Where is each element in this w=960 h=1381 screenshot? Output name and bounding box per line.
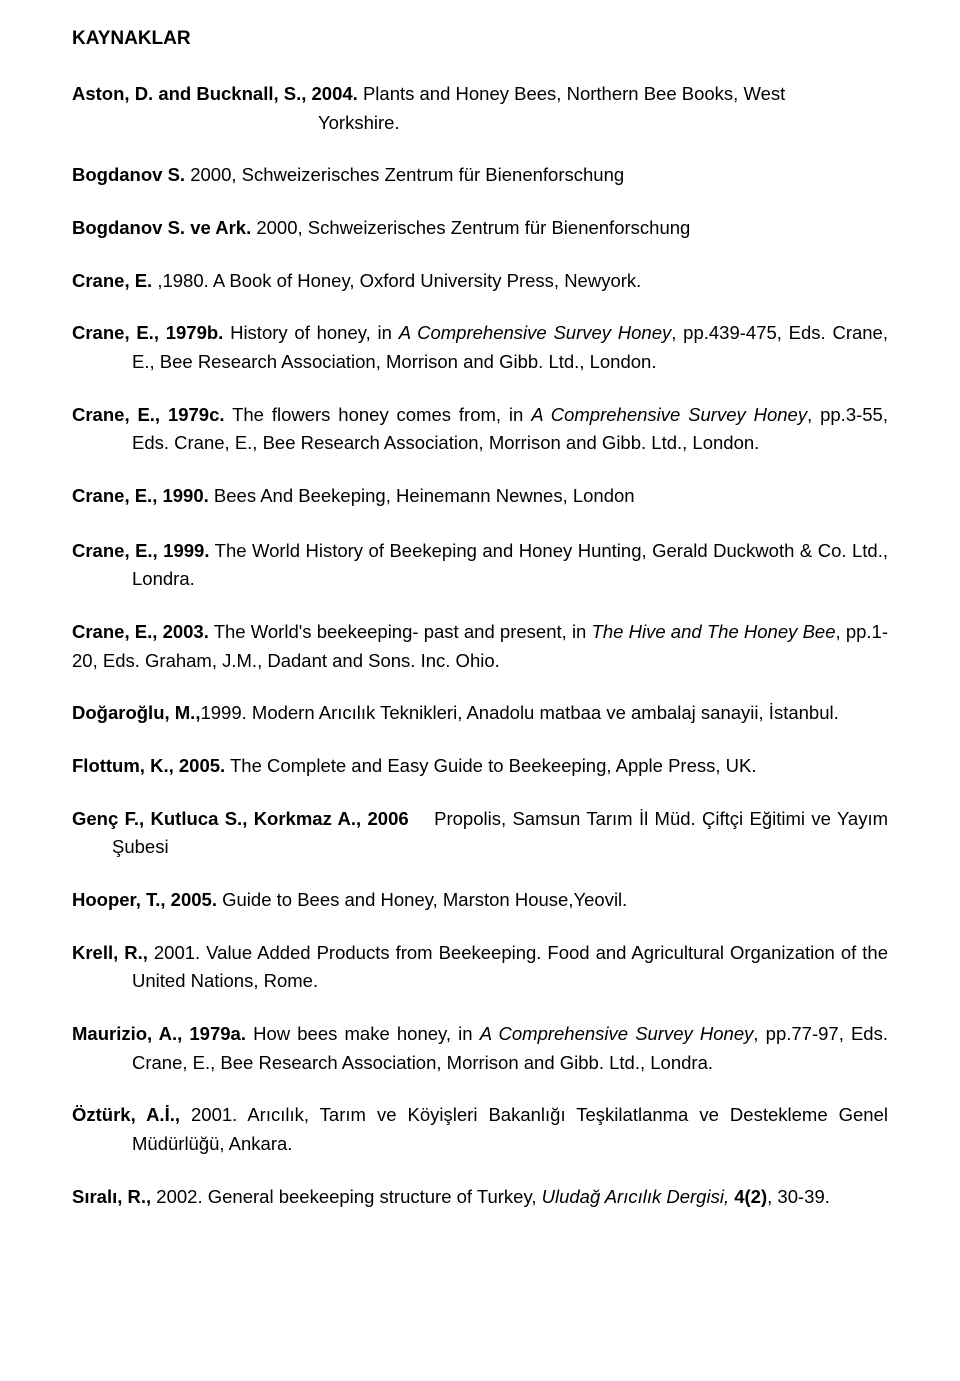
reference-entry: Crane, E., 1979b. History of honey, in A… [72, 319, 888, 376]
reference-entry: Doğaroğlu, M.,1999. Modern Arıcılık Tekn… [72, 699, 888, 728]
reference-entry: Maurizio, A., 1979a. How bees make honey… [72, 1020, 888, 1077]
reference-entry: Aston, D. and Bucknall, S., 2004. Plants… [72, 80, 888, 109]
reference-entry: Yorkshire. [72, 109, 888, 138]
reference-entry: Öztürk, A.İ., 2001. Arıcılık, Tarım ve K… [72, 1101, 888, 1158]
reference-entry: Flottum, K., 2005. The Complete and Easy… [72, 752, 888, 781]
reference-entry: Hooper, T., 2005. Guide to Bees and Hone… [72, 886, 888, 915]
references-list: Aston, D. and Bucknall, S., 2004. Plants… [72, 80, 888, 1211]
reference-entry: Crane, E., 2003. The World's beekeeping-… [72, 618, 888, 675]
reference-entry: Sıralı, R., 2002. General beekeeping str… [72, 1183, 888, 1212]
reference-entry: Crane, E., 1999. The World History of Be… [72, 537, 888, 594]
reference-entry: Bogdanov S. 2000, Schweizerisches Zentru… [72, 161, 888, 190]
reference-entry: Crane, E. ,1980. A Book of Honey, Oxford… [72, 267, 888, 296]
reference-entry: Crane, E., 1979c. The flowers honey come… [72, 401, 888, 458]
reference-entry: Krell, R., 2001. Value Added Products fr… [72, 939, 888, 996]
heading-kaynaklar: KAYNAKLAR [72, 28, 888, 50]
reference-entry: Crane, E., 1990. Bees And Beekeping, Hei… [72, 482, 888, 511]
reference-entry: Genç F., Kutluca S., Korkmaz A., 2006 Pr… [72, 805, 888, 862]
page: KAYNAKLAR Aston, D. and Bucknall, S., 20… [0, 0, 960, 1381]
reference-entry: Bogdanov S. ve Ark. 2000, Schweizerische… [72, 214, 888, 243]
